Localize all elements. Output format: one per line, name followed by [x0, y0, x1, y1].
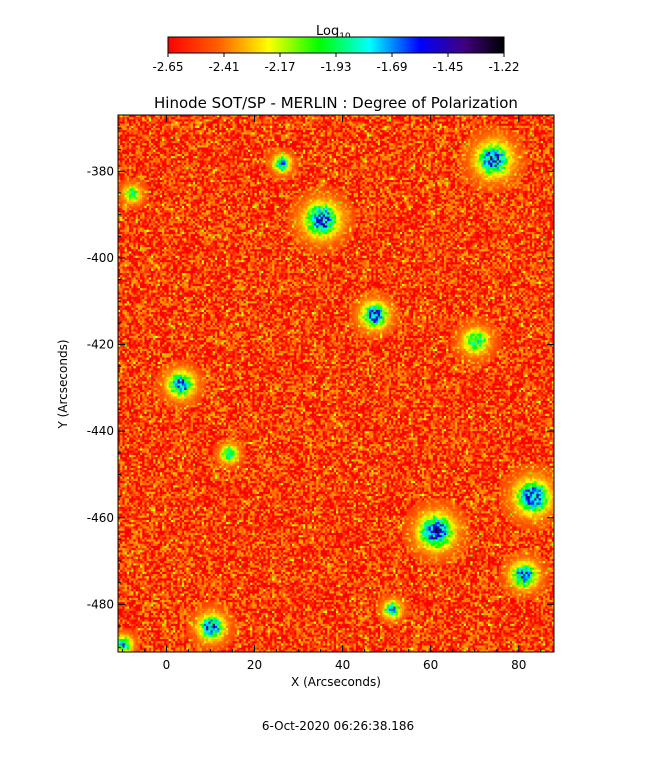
colorbar-tick-label: -2.65 — [152, 60, 183, 74]
chart-title: Hinode SOT/SP - MERLIN : Degree of Polar… — [154, 94, 518, 112]
colorbar-tick-label: -1.22 — [488, 60, 519, 74]
x-tick-label: 0 — [163, 658, 171, 672]
plot-frame — [117, 114, 555, 653]
y-tick-label: -480 — [87, 597, 114, 611]
colorbar: Log10 -2.65-2.41-2.17-1.93-1.69-1.45-1.2… — [152, 24, 519, 74]
timestamp: 6-Oct-2020 06:26:38.186 — [262, 719, 414, 733]
y-tick-label: -400 — [87, 251, 114, 265]
y-tick-label: -420 — [87, 338, 114, 352]
y-axis-label: Y (Arcseconds) — [56, 339, 70, 429]
y-tick-label: -380 — [87, 164, 114, 178]
polarization-map — [118, 115, 554, 652]
colorbar-tick-label: -1.45 — [432, 60, 463, 74]
x-tick-label: 60 — [423, 658, 438, 672]
x-tick-label: 80 — [511, 658, 526, 672]
colorbar-gradient — [167, 36, 505, 54]
colorbar-tick-label: -1.93 — [320, 60, 351, 74]
x-axis: 0 20 40 60 80 — [121, 115, 542, 672]
y-tick-label: -460 — [87, 511, 114, 525]
colorbar-tick-label: -1.69 — [376, 60, 407, 74]
x-tick-label: 20 — [247, 658, 262, 672]
x-axis-label: X (Arcseconds) — [291, 675, 381, 689]
y-tick-label: -440 — [87, 424, 114, 438]
colorbar-tick-label: -2.41 — [208, 60, 239, 74]
x-tick-label: 40 — [335, 658, 350, 672]
y-axis: -380 -400 -420 -440 -460 -480 — [87, 127, 554, 649]
colorbar-ticks: -2.65 -2.41 -2.17 -1.93 -1.69 -1.45 -1.22 — [152, 53, 520, 74]
colorbar-tick-label: -2.17 — [264, 60, 295, 74]
